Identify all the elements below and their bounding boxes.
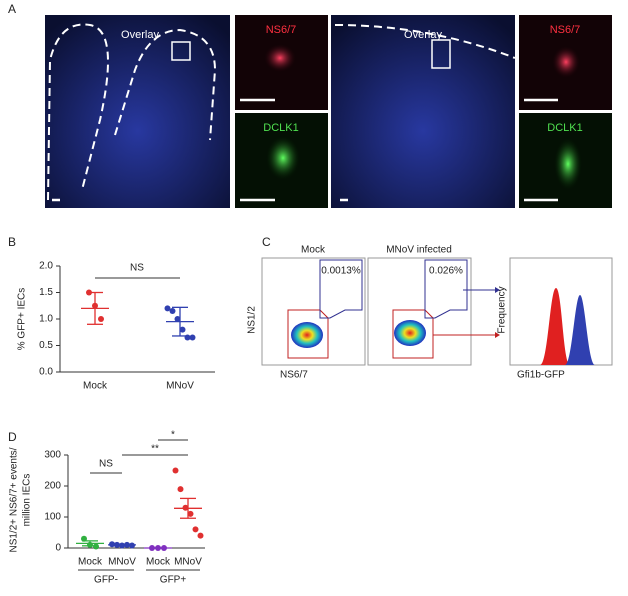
outline xyxy=(114,28,217,141)
data-point xyxy=(197,532,204,539)
y-tick-label: 200 xyxy=(44,481,61,492)
arrow xyxy=(495,332,500,338)
data-point xyxy=(177,486,184,493)
signal xyxy=(554,138,582,190)
data-point xyxy=(169,308,176,315)
annotation: ** xyxy=(151,444,159,455)
outline xyxy=(334,24,516,59)
data-point xyxy=(172,467,179,474)
population xyxy=(291,322,323,348)
group-label: GFP- xyxy=(94,575,118,586)
y-tick-label: 1.0 xyxy=(39,314,53,325)
y-tick-label: 300 xyxy=(44,450,61,461)
image xyxy=(331,15,515,208)
panel-label: B xyxy=(8,235,16,249)
axis-label: NS1/2 xyxy=(247,306,258,334)
signal xyxy=(552,46,580,78)
x-tick-label: Mock xyxy=(146,557,171,568)
axis-label: million IECs xyxy=(22,474,33,527)
plot-title: MNoV infected xyxy=(386,245,452,256)
panel-label: D xyxy=(8,430,17,444)
image-label: NS6/7 xyxy=(266,24,297,36)
image-label: Overlay xyxy=(404,29,442,41)
x-tick-label: Mock xyxy=(78,557,103,568)
signal xyxy=(266,136,300,180)
x-tick-label: MNoV xyxy=(166,381,194,392)
data-point xyxy=(164,305,171,312)
y-tick-label: 0.5 xyxy=(39,340,53,351)
panel-label: C xyxy=(262,235,271,249)
peak xyxy=(540,288,570,365)
image-label: Overlay xyxy=(121,29,159,41)
arrow xyxy=(495,287,500,293)
panel-label: A xyxy=(8,2,16,16)
group-label: GFP+ xyxy=(160,575,187,586)
image-label: DCLK1 xyxy=(547,122,582,134)
outline xyxy=(47,23,109,201)
gate xyxy=(392,309,434,359)
y-tick-label: 100 xyxy=(44,512,61,523)
data-point xyxy=(174,316,181,322)
x-tick-label: MNoV xyxy=(174,557,202,568)
data-point xyxy=(192,526,199,533)
annotation: * xyxy=(171,430,175,441)
data-point xyxy=(179,326,186,333)
y-tick-label: 0 xyxy=(55,543,61,554)
y-tick-label: 2.0 xyxy=(39,261,53,272)
x-tick-label: MNoV xyxy=(108,557,136,568)
data-point xyxy=(81,535,87,542)
image-label: NS6/7 xyxy=(550,24,581,36)
plot-title: Mock xyxy=(301,245,326,256)
axis-label: NS1/2+ NS6/7+ events/ xyxy=(9,447,20,552)
y-tick-label: 0.0 xyxy=(39,367,53,378)
panel-a: Overlay NS6/7 DCLK1 Overlay NS6/7 DCLK1 xyxy=(45,15,612,208)
population xyxy=(394,320,426,346)
image xyxy=(45,15,230,208)
gate xyxy=(319,259,363,319)
zoom-box xyxy=(431,39,451,69)
axis-label: NS6/7 xyxy=(280,370,308,381)
axis-label: Frequency xyxy=(497,286,508,333)
peak xyxy=(565,295,595,365)
data-point xyxy=(98,316,104,322)
data-point xyxy=(187,510,194,517)
data-point xyxy=(189,334,196,341)
gate xyxy=(287,309,329,359)
axis-label: % GFP+ IECs xyxy=(17,288,28,351)
gate xyxy=(424,259,468,319)
gate-value: 0.0013% xyxy=(321,266,361,277)
zoom-box xyxy=(171,41,191,61)
y-tick-label: 1.5 xyxy=(39,287,53,298)
image-label: DCLK1 xyxy=(263,122,298,134)
axis-label: Gfi1b-GFP xyxy=(517,370,565,381)
gate-value: 0.026% xyxy=(429,266,463,277)
x-tick-label: Mock xyxy=(83,381,108,392)
flow-plot xyxy=(261,257,366,366)
panel-c: Mock MNoV infected 0.0013% 0.026% NS1/2 … xyxy=(247,245,613,381)
annotation: NS xyxy=(130,263,144,274)
flow-plot xyxy=(367,257,472,366)
annotation: NS xyxy=(99,459,113,470)
signal xyxy=(264,44,296,72)
